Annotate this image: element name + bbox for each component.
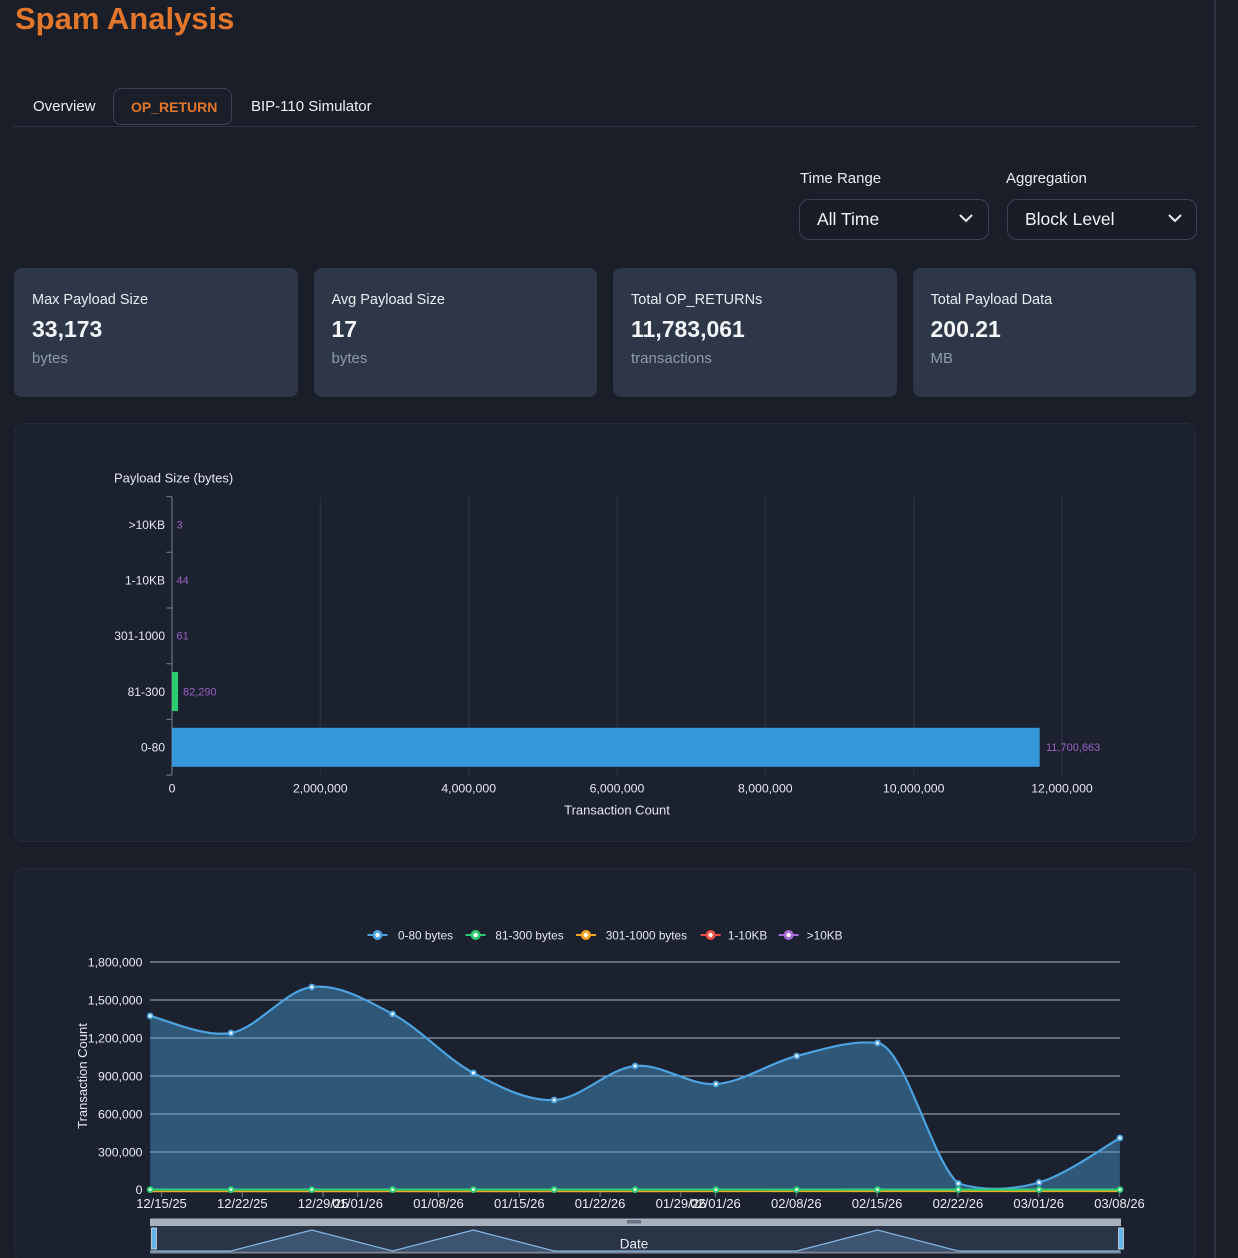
svg-text:02/15/26: 02/15/26: [852, 1196, 903, 1211]
svg-text:0-80: 0-80: [141, 741, 165, 755]
svg-text:1,500,000: 1,500,000: [88, 993, 143, 1007]
svg-text:2,000,000: 2,000,000: [293, 782, 348, 796]
svg-text:Transaction Count: Transaction Count: [75, 1023, 90, 1129]
svg-text:8,000,000: 8,000,000: [738, 782, 793, 796]
svg-text:4,000,000: 4,000,000: [441, 782, 496, 796]
svg-text:0: 0: [136, 1183, 143, 1197]
svg-text:81-300: 81-300: [128, 685, 166, 699]
svg-text:01/08/26: 01/08/26: [413, 1196, 464, 1211]
svg-text:12/29/25: 12/29/25: [298, 1196, 349, 1211]
svg-text:1-10KB: 1-10KB: [728, 928, 767, 942]
svg-text:02/08/26: 02/08/26: [771, 1196, 822, 1211]
svg-text:01/29/26: 01/29/26: [656, 1196, 707, 1211]
svg-text:6,000,000: 6,000,000: [590, 782, 645, 796]
svg-text:900,000: 900,000: [98, 1069, 143, 1083]
svg-text:01/22/26: 01/22/26: [575, 1196, 626, 1211]
svg-text:81-300 bytes: 81-300 bytes: [495, 928, 563, 942]
svg-text:600,000: 600,000: [98, 1107, 143, 1121]
svg-text:Transaction Count: Transaction Count: [564, 803, 670, 818]
svg-text:02/22/26: 02/22/26: [933, 1196, 984, 1211]
svg-text:03/08/26: 03/08/26: [1094, 1196, 1145, 1211]
svg-text:01/15/26: 01/15/26: [494, 1196, 545, 1211]
svg-text:1,800,000: 1,800,000: [88, 955, 143, 969]
svg-text:03/01/26: 03/01/26: [1013, 1196, 1064, 1211]
svg-text:11,700,663: 11,700,663: [1046, 742, 1100, 754]
svg-text:01/01/26: 01/01/26: [332, 1196, 383, 1211]
svg-text:1,200,000: 1,200,000: [88, 1031, 143, 1045]
svg-text:1-10KB: 1-10KB: [125, 574, 165, 588]
svg-text:44: 44: [177, 575, 189, 587]
svg-text:Date: Date: [620, 1237, 649, 1252]
svg-text:300,000: 300,000: [98, 1145, 143, 1159]
svg-text:>10KB: >10KB: [129, 518, 165, 532]
svg-text:0: 0: [169, 782, 176, 796]
svg-text:301-1000 bytes: 301-1000 bytes: [606, 928, 687, 942]
svg-text:61: 61: [177, 631, 189, 643]
svg-text:12/22/25: 12/22/25: [217, 1196, 268, 1211]
svg-text:02/01/26: 02/01/26: [690, 1196, 741, 1211]
svg-text:>10KB: >10KB: [807, 928, 843, 942]
svg-text:301-1000: 301-1000: [114, 629, 165, 643]
svg-text:0-80 bytes: 0-80 bytes: [398, 928, 453, 942]
svg-text:10,000,000: 10,000,000: [883, 782, 945, 796]
svg-text:12/15/25: 12/15/25: [136, 1196, 187, 1211]
svg-text:12,000,000: 12,000,000: [1031, 782, 1093, 796]
svg-text:Payload Size (bytes): Payload Size (bytes): [114, 471, 233, 486]
svg-text:3: 3: [177, 519, 183, 531]
svg-text:82,290: 82,290: [183, 686, 217, 698]
